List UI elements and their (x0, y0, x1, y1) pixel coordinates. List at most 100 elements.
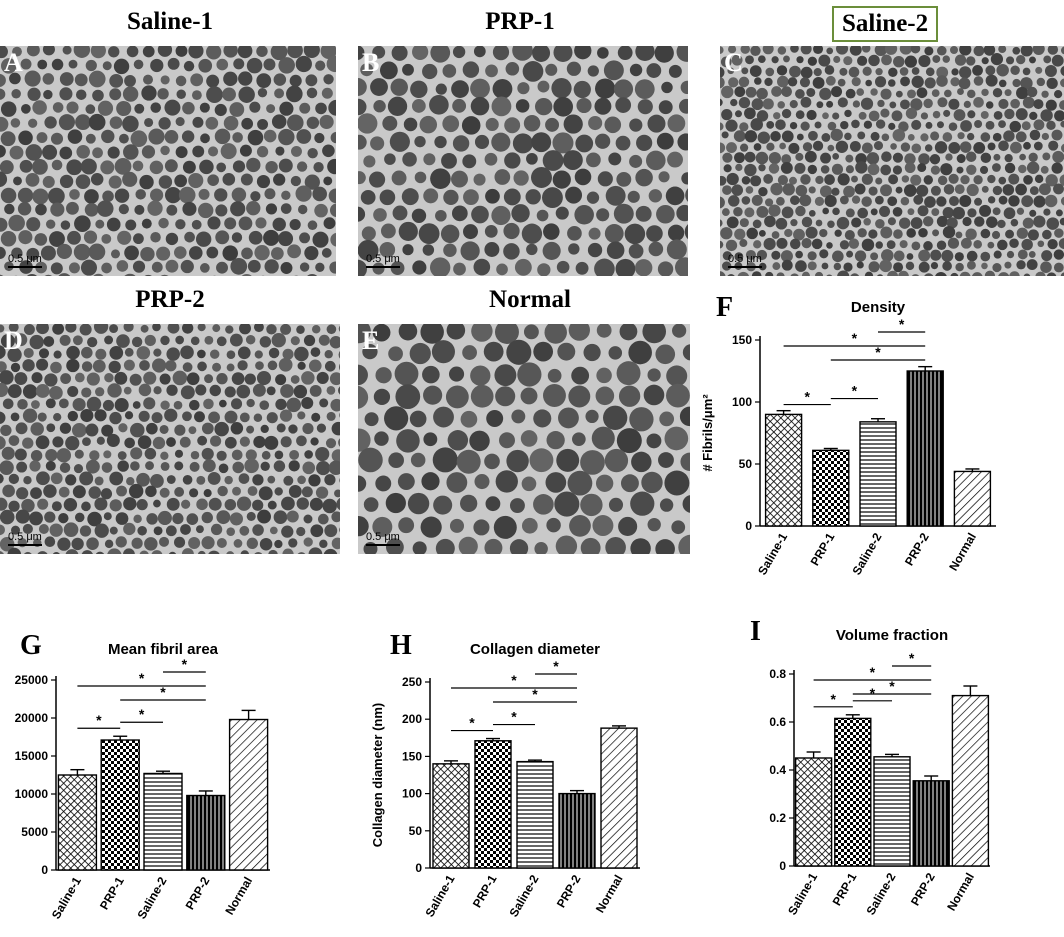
panel-letter: I (750, 616, 761, 647)
bar-prp-1 (101, 740, 139, 870)
y-tick-label: 100 (402, 787, 422, 801)
bar-saline-2 (874, 757, 910, 866)
y-tick-label: 0.2 (769, 811, 786, 825)
significance-star: * (511, 709, 517, 725)
x-tick-label: Normal (222, 875, 255, 918)
chart-svg: I Volume fraction 0 0.2 0.4 0.6 0.8 Saline-1 PRP… (730, 606, 1064, 932)
y-tick-label: 0.4 (769, 763, 786, 777)
scale-bar: 0.5 μm (8, 531, 42, 546)
panel-letter: F (716, 292, 733, 323)
micrograph-title-saline-1: Saline-1 (70, 8, 270, 36)
micrograph-title-saline-2: Saline-2 (832, 6, 938, 42)
y-tick-label: 25000 (15, 673, 49, 687)
x-tick-label: Saline-1 (785, 870, 820, 917)
y-tick-label: 150 (732, 333, 752, 347)
volume-fraction-chart: I Volume fraction 0 0.2 0.4 0.6 0.8 Saline-1 PRP… (730, 606, 1064, 932)
scale-bar: 0.5 μm (366, 531, 400, 546)
significance-bracket: * (535, 658, 577, 674)
significance-bracket: * (814, 691, 853, 707)
bar-normal (952, 696, 988, 866)
significance-star: * (909, 650, 915, 666)
x-tick-label: Normal (944, 871, 977, 914)
fibril-texture (0, 46, 336, 276)
significance-bracket: * (878, 316, 925, 332)
panel-letter-e: E (362, 326, 379, 356)
error-bar (807, 752, 821, 758)
y-tick-label: 250 (402, 675, 422, 689)
y-tick-label: 15000 (15, 749, 49, 763)
micrograph-title-prp-1: PRP-1 (420, 8, 620, 36)
y-tick-label: 0.6 (769, 715, 786, 729)
significance-star: * (160, 684, 166, 700)
panel-letter: G (20, 630, 42, 661)
y-tick-label: 100 (732, 395, 752, 409)
significance-bracket: * (77, 712, 120, 728)
y-tick-label: 10000 (15, 787, 49, 801)
error-bar (963, 686, 977, 696)
y-tick-label: 0 (779, 859, 786, 873)
significance-bracket: * (892, 650, 931, 666)
y-tick-label: 20000 (15, 711, 49, 725)
significance-star: * (870, 685, 876, 701)
x-tick-label: PRP-1 (97, 874, 127, 912)
panel-letter-a: A (4, 48, 23, 78)
significance-star: * (532, 686, 538, 702)
bar-saline-1 (433, 764, 469, 868)
significance-bracket: * (784, 389, 831, 405)
y-tick-label: 50 (409, 824, 423, 838)
significance-star: * (830, 691, 836, 707)
bar-saline-1 (796, 758, 832, 866)
x-tick-label: PRP-2 (908, 870, 938, 908)
bar-saline-2 (144, 773, 182, 870)
micrograph-e: E 0.5 μm (358, 324, 690, 554)
bar-prp-2 (913, 781, 949, 866)
error-bar (242, 710, 256, 719)
panel-letter-d: D (4, 326, 23, 356)
significance-star: * (899, 316, 905, 332)
chart-title: Volume fraction (836, 627, 948, 644)
significance-bracket: * (120, 706, 163, 722)
micrograph-d: D 0.5 μm (0, 324, 340, 554)
x-tick-label: Saline-1 (422, 872, 457, 919)
significance-star: * (182, 656, 188, 672)
x-tick-label: Saline-2 (506, 872, 541, 919)
bar-prp-1 (813, 450, 849, 526)
micrograph-a: A 0.5 μm (0, 46, 336, 276)
bar-saline-1 (766, 414, 802, 526)
x-tick-label: Normal (593, 873, 626, 916)
significance-bracket: * (853, 685, 892, 701)
y-tick-label: 150 (402, 749, 422, 763)
significance-star: * (804, 389, 810, 405)
fibril-texture (358, 46, 688, 276)
significance-star: * (875, 344, 881, 360)
significance-bracket: * (831, 383, 878, 399)
chart-title: Density (851, 299, 906, 316)
bar-prp-1 (475, 741, 511, 868)
scale-bar: 0.5 μm (8, 253, 42, 268)
scale-bar: 0.5 μm (366, 253, 400, 268)
micrograph-b: B 0.5 μm (358, 46, 688, 276)
y-tick-label: 0 (415, 861, 422, 875)
significance-star: * (139, 706, 145, 722)
y-tick-label: 0 (41, 863, 48, 877)
bar-normal (954, 471, 990, 526)
micrograph-title-prp-2: PRP-2 (70, 286, 270, 314)
y-tick-label: 5000 (21, 825, 48, 839)
error-bar (924, 776, 938, 781)
fibril-texture (358, 324, 690, 554)
y-tick-label: 0.8 (769, 667, 786, 681)
x-tick-label: PRP-2 (902, 530, 932, 568)
significance-star: * (852, 383, 858, 399)
y-tick-label: 0 (745, 519, 752, 533)
chart-title: Collagen diameter (470, 641, 600, 658)
bar-prp-1 (835, 718, 871, 866)
y-tick-label: 50 (739, 457, 753, 471)
significance-star: * (870, 664, 876, 680)
x-tick-label: PRP-1 (808, 530, 838, 568)
x-tick-label: Saline-2 (863, 870, 898, 917)
